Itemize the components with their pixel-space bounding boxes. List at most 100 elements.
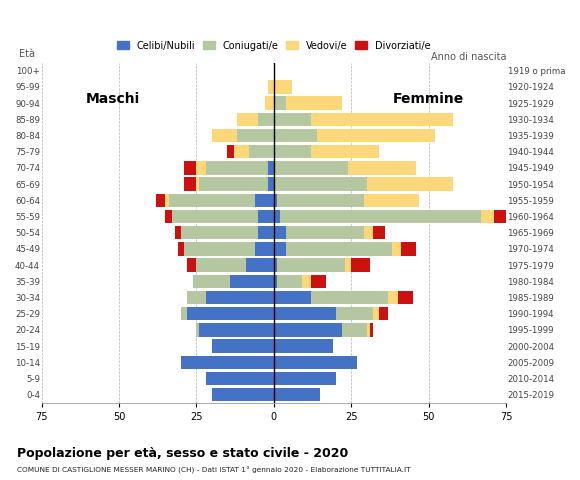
- Bar: [274, 242, 286, 255]
- Bar: [274, 113, 311, 126]
- Bar: [367, 323, 370, 336]
- Bar: [258, 226, 274, 240]
- Bar: [311, 275, 327, 288]
- Bar: [165, 210, 172, 223]
- Text: Età: Età: [19, 49, 35, 60]
- Bar: [193, 275, 230, 288]
- Bar: [274, 388, 320, 401]
- Bar: [274, 129, 317, 142]
- Bar: [184, 161, 197, 175]
- Bar: [249, 145, 274, 158]
- Bar: [227, 145, 234, 158]
- Bar: [212, 129, 237, 142]
- Bar: [274, 307, 336, 320]
- Bar: [311, 113, 454, 126]
- Bar: [169, 193, 255, 207]
- Bar: [280, 210, 481, 223]
- Bar: [373, 307, 379, 320]
- Bar: [267, 178, 274, 191]
- Bar: [274, 323, 342, 336]
- Bar: [302, 275, 311, 288]
- Bar: [494, 210, 506, 223]
- Bar: [277, 258, 345, 272]
- Bar: [373, 226, 385, 240]
- Bar: [206, 161, 267, 175]
- Bar: [181, 307, 187, 320]
- Bar: [237, 129, 274, 142]
- Legend: Celibi/Nubili, Coniugati/e, Vedovi/e, Divorziati/e: Celibi/Nubili, Coniugati/e, Vedovi/e, Di…: [114, 37, 434, 55]
- Bar: [277, 193, 364, 207]
- Bar: [367, 178, 454, 191]
- Bar: [370, 323, 373, 336]
- Bar: [274, 96, 286, 110]
- Text: Popolazione per età, sesso e stato civile - 2020: Popolazione per età, sesso e stato civil…: [17, 447, 349, 460]
- Bar: [274, 258, 277, 272]
- Bar: [197, 323, 200, 336]
- Bar: [255, 193, 274, 207]
- Bar: [255, 242, 274, 255]
- Bar: [311, 291, 389, 304]
- Bar: [348, 161, 416, 175]
- Bar: [258, 210, 274, 223]
- Bar: [200, 323, 274, 336]
- Bar: [342, 323, 367, 336]
- Bar: [212, 388, 274, 401]
- Bar: [184, 242, 255, 255]
- Bar: [398, 291, 413, 304]
- Bar: [206, 372, 274, 385]
- Bar: [401, 242, 416, 255]
- Bar: [264, 96, 274, 110]
- Bar: [258, 113, 274, 126]
- Bar: [165, 193, 169, 207]
- Bar: [379, 307, 389, 320]
- Text: Femmine: Femmine: [393, 92, 465, 106]
- Bar: [197, 178, 200, 191]
- Bar: [267, 161, 274, 175]
- Bar: [364, 226, 373, 240]
- Bar: [178, 242, 184, 255]
- Bar: [286, 96, 342, 110]
- Bar: [274, 145, 311, 158]
- Bar: [345, 258, 351, 272]
- Bar: [197, 258, 246, 272]
- Bar: [274, 356, 357, 369]
- Bar: [212, 339, 274, 353]
- Bar: [187, 307, 274, 320]
- Bar: [274, 80, 292, 94]
- Bar: [286, 226, 364, 240]
- Bar: [156, 193, 165, 207]
- Bar: [237, 113, 258, 126]
- Bar: [187, 258, 197, 272]
- Bar: [274, 339, 333, 353]
- Bar: [274, 275, 277, 288]
- Bar: [277, 275, 302, 288]
- Bar: [274, 372, 336, 385]
- Bar: [274, 193, 277, 207]
- Bar: [246, 258, 274, 272]
- Bar: [481, 210, 494, 223]
- Bar: [267, 80, 274, 94]
- Bar: [206, 291, 274, 304]
- Bar: [187, 291, 206, 304]
- Bar: [351, 258, 370, 272]
- Bar: [274, 161, 348, 175]
- Bar: [311, 145, 379, 158]
- Bar: [317, 129, 435, 142]
- Text: Maschi: Maschi: [86, 92, 140, 106]
- Bar: [274, 226, 286, 240]
- Bar: [172, 210, 258, 223]
- Text: Anno di nascita: Anno di nascita: [430, 52, 506, 62]
- Bar: [392, 242, 401, 255]
- Bar: [389, 291, 398, 304]
- Bar: [234, 145, 249, 158]
- Bar: [286, 242, 392, 255]
- Bar: [197, 161, 206, 175]
- Bar: [181, 356, 274, 369]
- Bar: [274, 178, 367, 191]
- Bar: [274, 291, 311, 304]
- Bar: [200, 178, 267, 191]
- Bar: [274, 210, 280, 223]
- Bar: [184, 178, 197, 191]
- Text: COMUNE DI CASTIGLIONE MESSER MARINO (CH) - Dati ISTAT 1° gennaio 2020 - Elaboraz: COMUNE DI CASTIGLIONE MESSER MARINO (CH)…: [17, 467, 411, 474]
- Bar: [175, 226, 181, 240]
